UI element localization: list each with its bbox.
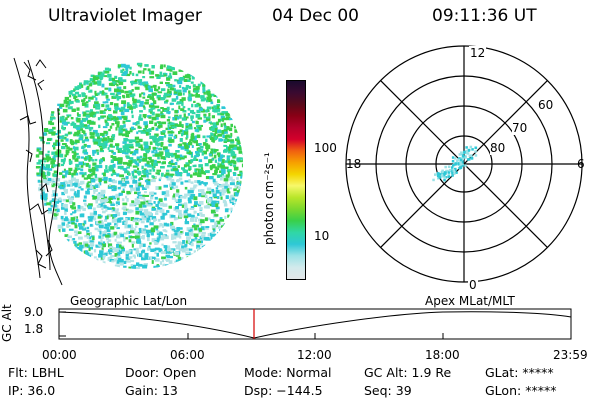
status-filter: Flt: LBHL [8, 365, 64, 380]
timeline-axis-title: GC Alt [0, 304, 14, 342]
time-label: 09:11:36 UT [432, 6, 537, 26]
timeline-xtick-0000: 00:00 [42, 348, 77, 362]
instrument-title: Ultraviolet Imager [48, 6, 202, 26]
mlt-label-6: 6 [577, 157, 585, 171]
coastline-overlay [13, 57, 63, 286]
status-dsp: Dsp: −144.5 [244, 383, 323, 398]
altitude-timeline [58, 308, 572, 340]
status-door: Door: Open [125, 365, 197, 380]
geographic-label: Geographic Lat/Lon [70, 294, 188, 308]
lat-label-60: 60 [538, 98, 554, 112]
timeline-xtick-1800: 18:00 [425, 348, 460, 362]
colorbar-unit-label: photon cm⁻²s⁻¹ [262, 152, 276, 245]
auroral-image [13, 57, 243, 286]
polar-emission-pixels [432, 145, 478, 182]
status-glat: GLat: ***** [485, 365, 554, 380]
status-glon: GLon: ***** [485, 383, 557, 398]
timeline-xtick-0600: 06:00 [170, 348, 205, 362]
polar-grid [345, 45, 583, 283]
status-mode: Mode: Normal [244, 365, 332, 380]
apex-label: Apex MLat/MLT [425, 294, 515, 308]
mlt-label-0: 0 [468, 278, 478, 292]
timeline-xtick-2359: 23:59 [553, 348, 588, 362]
status-gain: Gain: 13 [125, 383, 178, 398]
auroral-image-pixels [35, 62, 243, 269]
status-seq: Seq: 39 [364, 383, 412, 398]
timeline-ytick-max: 9.0 [24, 305, 44, 319]
timeline-xtick-1200: 12:00 [297, 348, 332, 362]
colorbar-tick-100: 100 [314, 141, 337, 155]
colorbar [286, 80, 306, 280]
mlt-label-18: 18 [346, 157, 362, 171]
mlt-label-12: 12 [469, 46, 487, 60]
status-gc-alt: GC Alt: 1.9 Re [364, 365, 452, 380]
lat-label-80: 80 [490, 141, 506, 155]
lat-label-70: 70 [512, 121, 528, 135]
timeline-ytick-min: 1.8 [24, 322, 44, 336]
status-ip: IP: 36.0 [8, 383, 56, 398]
date-label: 04 Dec 00 [272, 6, 359, 26]
colorbar-tick-10: 10 [314, 229, 330, 243]
